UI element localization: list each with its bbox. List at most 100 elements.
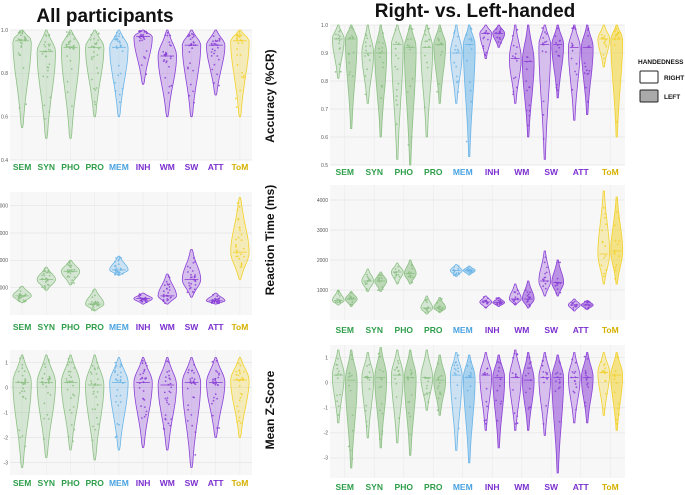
data-point [556, 44, 559, 46]
data-point [395, 274, 398, 276]
data-point [166, 360, 169, 363]
data-point [95, 87, 98, 89]
data-point [556, 284, 558, 287]
data-point [144, 362, 147, 364]
data-point [603, 370, 606, 372]
data-point [334, 71, 337, 73]
data-point [193, 363, 196, 366]
data-point [21, 390, 23, 393]
data-point [368, 363, 371, 366]
data-point [349, 36, 352, 39]
x-tick-label-tom: ToM [602, 325, 619, 335]
data-point [584, 304, 587, 306]
data-point [169, 57, 172, 60]
data-point [142, 381, 145, 384]
violin-wm-all [157, 357, 177, 451]
data-point [396, 103, 399, 106]
data-point [410, 371, 413, 374]
violin-inh-right [479, 352, 493, 431]
data-point [514, 296, 517, 298]
data-point [239, 364, 242, 367]
data-point [339, 70, 342, 73]
data-point [366, 280, 369, 283]
data-point [213, 63, 216, 66]
data-point [92, 46, 95, 48]
data-point [19, 286, 22, 289]
data-point [46, 413, 49, 416]
data-point [218, 300, 221, 302]
data-point [382, 32, 384, 35]
data-point [212, 378, 215, 381]
data-point [368, 388, 371, 390]
data-point [162, 427, 165, 430]
data-point [242, 247, 245, 250]
data-point [48, 418, 50, 420]
data-point [235, 374, 238, 376]
data-point [529, 60, 531, 63]
data-point [17, 370, 20, 373]
data-point [614, 277, 616, 280]
data-point [66, 271, 69, 273]
data-point [338, 42, 340, 45]
data-point [554, 390, 557, 392]
data-point [457, 50, 460, 52]
data-point [423, 393, 426, 396]
data-point [212, 380, 214, 382]
data-point [114, 90, 117, 92]
data-point [49, 43, 51, 46]
data-point [45, 385, 48, 388]
data-point [21, 42, 23, 45]
data-point [339, 300, 341, 303]
data-point [18, 300, 21, 303]
data-point [526, 89, 528, 92]
data-point [466, 389, 469, 392]
panels: 0.4 0.6 0.8 1.0 SEM SYN PHO PRO MEM INH WM SW ATT ToM… [0, 23, 625, 492]
data-point [142, 390, 145, 392]
y-tick-label: 0.9 [321, 51, 328, 57]
x-tick-label-inh: INH [136, 478, 151, 488]
data-point [603, 62, 606, 64]
data-point [587, 29, 589, 31]
data-point [191, 377, 194, 379]
data-point [571, 358, 573, 361]
violin-syn-all [36, 29, 56, 139]
data-point [144, 377, 147, 380]
panel-split_rt: 1000 2000 3000 4000 SEM SYN PHO PRO MEM INH WM SW AT… [317, 185, 625, 335]
data-point [455, 361, 457, 363]
data-point [49, 394, 52, 396]
x-tick-label-pho: PHO [395, 325, 414, 335]
data-point [120, 257, 123, 259]
data-point [337, 370, 340, 373]
data-point [239, 266, 242, 269]
data-point [485, 30, 488, 32]
data-point [542, 100, 545, 103]
data-point [555, 50, 558, 53]
data-point [121, 50, 124, 53]
data-point [364, 409, 367, 412]
data-point [555, 41, 557, 44]
data-point [212, 414, 214, 417]
data-point [24, 383, 26, 385]
data-point [70, 376, 72, 378]
data-point [482, 45, 485, 48]
data-point [559, 261, 561, 264]
data-point [70, 68, 73, 70]
data-point [573, 379, 576, 382]
data-point [41, 380, 44, 383]
violin-att-right [568, 24, 581, 121]
data-point [426, 61, 428, 64]
data-point [427, 306, 429, 309]
data-point [378, 386, 381, 389]
data-point [116, 423, 119, 425]
data-point [94, 428, 96, 431]
data-point [485, 306, 487, 309]
data-point [215, 369, 218, 372]
data-point [187, 369, 190, 371]
data-point [187, 67, 190, 70]
data-point [117, 74, 120, 77]
data-point [213, 49, 216, 52]
data-point [456, 384, 459, 387]
data-point [468, 43, 471, 46]
data-point [211, 402, 213, 405]
data-point [96, 403, 99, 406]
